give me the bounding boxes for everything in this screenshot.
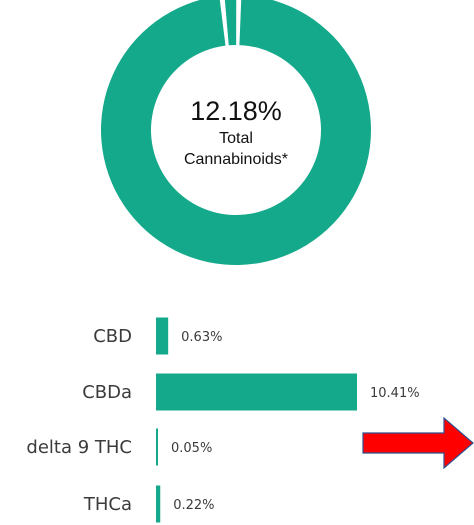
bar-chart: CBD 0.63% CBDa 10.41% delta 9 THC 0.05% THCa 0.…	[26, 317, 420, 523]
donut-slice-2	[101, 0, 371, 265]
right-arrow-icon	[362, 416, 474, 470]
bar	[156, 485, 161, 523]
bar	[156, 373, 357, 411]
donut-center-value: 12.18%	[190, 96, 282, 126]
bar-value-label: 0.05%	[171, 441, 212, 456]
donut-slice-1	[224, 0, 237, 46]
donut-chart: 12.18% Total Cannabinoids*	[101, 0, 371, 265]
bar-category-label: CBD	[93, 326, 132, 347]
bar-category-label: CBDa	[82, 382, 132, 403]
donut-center-label-line-2: Cannabinoids*	[184, 151, 288, 168]
bar-category-label: delta 9 THC	[26, 437, 132, 458]
bar-category-label: THCa	[83, 494, 132, 515]
bar-value-label: 0.22%	[173, 498, 214, 513]
bar	[156, 428, 158, 466]
bar-value-label: 0.63%	[181, 330, 222, 345]
bar	[156, 317, 169, 355]
bar-value-label: 10.41%	[370, 386, 420, 401]
donut-center-label-line-1: Total	[219, 130, 253, 147]
